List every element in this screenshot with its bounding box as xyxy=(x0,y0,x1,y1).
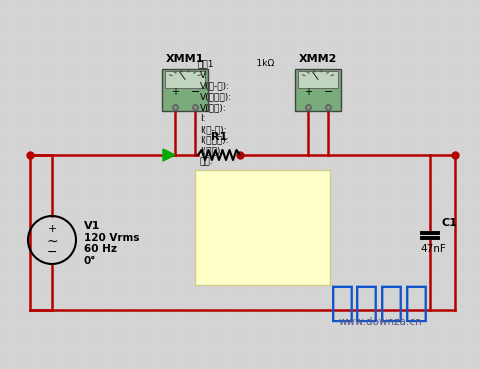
Text: V1: V1 xyxy=(84,221,100,231)
Text: I(有效值):: I(有效值): xyxy=(200,136,228,145)
Text: 频率:: 频率: xyxy=(200,157,214,166)
Text: +: + xyxy=(171,87,179,97)
FancyBboxPatch shape xyxy=(162,69,208,111)
FancyBboxPatch shape xyxy=(295,69,341,111)
Text: −: − xyxy=(47,246,57,259)
Text: R1: R1 xyxy=(211,132,227,142)
FancyBboxPatch shape xyxy=(195,170,330,285)
Text: 47nF: 47nF xyxy=(420,244,446,254)
Text: I:: I: xyxy=(200,114,205,123)
Text: C1: C1 xyxy=(441,218,457,228)
Text: +: + xyxy=(48,224,57,234)
Polygon shape xyxy=(163,149,175,161)
Text: I(直流):: I(直流): xyxy=(200,146,223,155)
Text: XMM2: XMM2 xyxy=(299,54,337,64)
Text: −: − xyxy=(324,87,333,97)
Text: ~: ~ xyxy=(46,234,58,248)
Text: 60 Hz: 60 Hz xyxy=(84,244,117,254)
Text: 探酈1: 探酈1 xyxy=(198,59,215,68)
Text: V:: V: xyxy=(200,71,208,80)
Text: XMM1: XMM1 xyxy=(166,54,204,64)
Text: 0°: 0° xyxy=(84,256,96,266)
Text: 下载之家: 下载之家 xyxy=(330,282,430,324)
Text: −: − xyxy=(191,87,200,97)
Text: I(峰-峰):: I(峰-峰): xyxy=(200,125,227,134)
Text: 1kΩ: 1kΩ xyxy=(245,59,274,68)
Text: +: + xyxy=(304,87,312,97)
Text: V(峰-峰):: V(峰-峰): xyxy=(200,82,230,91)
FancyBboxPatch shape xyxy=(298,71,338,88)
Text: V(直流):: V(直流): xyxy=(200,103,227,112)
Text: 120 Vrms: 120 Vrms xyxy=(84,233,140,243)
Text: V(有效值):: V(有效值): xyxy=(200,93,232,101)
FancyBboxPatch shape xyxy=(165,71,205,88)
Text: www.downza.cn: www.downza.cn xyxy=(338,317,422,327)
